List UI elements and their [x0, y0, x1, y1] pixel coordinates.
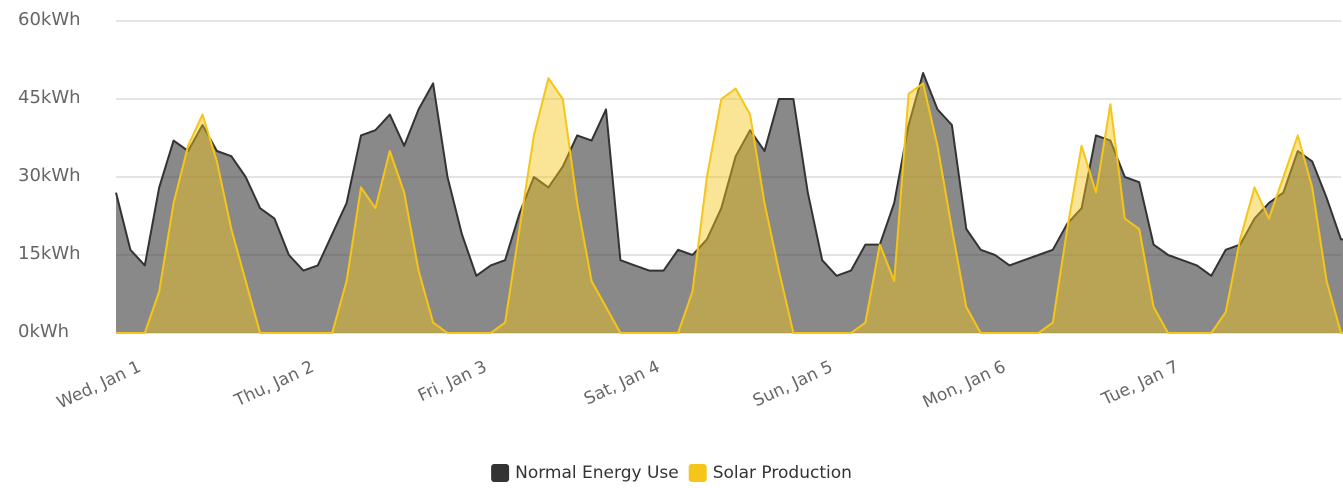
- legend-swatch: [688, 464, 707, 482]
- y-tick-label: 60kWh: [18, 9, 81, 30]
- x-tick-label: Mon, Jan 6: [920, 357, 1009, 413]
- y-tick-label: 45kWh: [18, 87, 81, 108]
- area: [116, 73, 1343, 333]
- area: [116, 78, 1343, 333]
- x-tick-label: Wed, Jan 1: [54, 357, 144, 413]
- x-tick-label: Thu, Jan 2: [231, 357, 318, 412]
- y-tick-label: 0kWh: [18, 321, 69, 342]
- legend-label: Solar Production: [713, 463, 852, 483]
- x-tick-label: Tue, Jan 7: [1098, 357, 1182, 410]
- x-tick-label: Sat, Jan 4: [581, 357, 663, 409]
- y-tick-label: 30kWh: [18, 165, 81, 186]
- x-tick-label: Fri, Jan 3: [415, 357, 490, 406]
- legend-swatch: [491, 464, 510, 482]
- legend-label: Normal Energy Use: [515, 463, 679, 483]
- x-tick-label: Sun, Jan 5: [750, 357, 836, 411]
- line: [116, 77, 1343, 334]
- legend: Normal Energy Use Solar Production: [491, 463, 852, 483]
- line: [115, 72, 1343, 277]
- y-tick-label: 15kWh: [18, 243, 81, 264]
